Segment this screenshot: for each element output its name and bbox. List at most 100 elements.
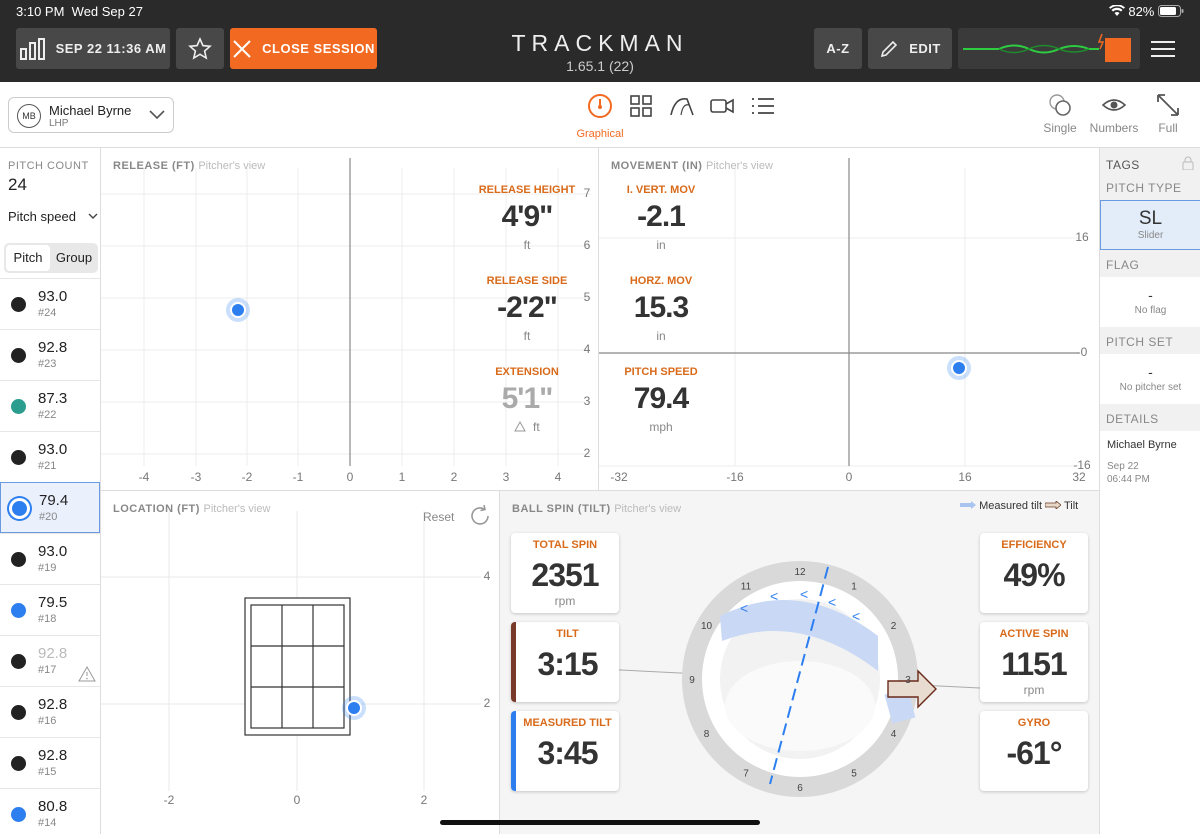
measured-tilt-arrow-icon <box>960 501 976 509</box>
pitch-list-item[interactable]: 80.8 #14 <box>0 788 100 839</box>
movement-x-tick: 32 <box>1072 470 1086 484</box>
vertical-movement-label: I. VERT. MOV <box>626 184 696 196</box>
release-y-tick: 6 <box>583 238 591 252</box>
pitch-speed: 80.8 <box>38 798 68 815</box>
release-x-tick: 2 <box>450 470 458 484</box>
chevron-down-icon <box>149 110 165 120</box>
svg-text:<: < <box>828 594 836 610</box>
close-session-button[interactable]: CLOSE SESSION <box>230 28 377 69</box>
legend-tilt: Tilt <box>1063 500 1079 512</box>
pitch-count-value: 24 <box>8 175 27 194</box>
hamburger-menu-icon <box>1151 40 1175 57</box>
pitch-number: #23 <box>38 358 57 370</box>
pitch-type-name: Slider <box>1137 230 1164 241</box>
efficiency-value: 49% <box>1003 557 1065 593</box>
clock-number: 3 <box>905 675 911 686</box>
numbers-view-toggle[interactable]: Numbers <box>1089 92 1139 135</box>
full-view-toggle[interactable]: Full <box>1143 92 1193 135</box>
session-label: SEP 22 11:36 AM <box>55 41 167 56</box>
player-hand: LHP <box>49 118 69 129</box>
session-button[interactable]: SEP 22 11:36 AM <box>16 28 170 69</box>
movement-y-tick: 16 <box>1075 230 1089 244</box>
release-x-tick: -3 <box>190 470 202 484</box>
az-button[interactable]: A-Z <box>814 28 862 69</box>
pitch-speed-metric: PITCH SPEED 79.4 mph <box>611 366 711 434</box>
radar-status-button[interactable] <box>958 28 1140 69</box>
expand-icon <box>1157 94 1179 116</box>
release-x-tick: 1 <box>398 470 406 484</box>
sort-dropdown[interactable]: Pitch speed <box>8 209 98 224</box>
active-spin-unit: rpm <box>1023 683 1045 697</box>
pitch-type-dot <box>11 654 26 669</box>
pitch-list-item[interactable]: 92.8 #16 <box>0 686 100 737</box>
active-spin-value: 1151 <box>1001 646 1067 682</box>
pitch-speed: 79.4 <box>39 492 69 509</box>
clock-number: 11 <box>741 582 752 593</box>
pitch-type-dot <box>11 756 26 771</box>
pitch-speed: 93.0 <box>38 543 68 560</box>
segment-group[interactable]: Group <box>55 250 93 265</box>
release-x-tick: 4 <box>554 470 562 484</box>
pitch-list-item[interactable]: 79.4 #20 <box>0 482 100 533</box>
efficiency-label: EFFICIENCY <box>1001 539 1067 551</box>
measured-tilt-value: 3:45 <box>537 735 598 771</box>
pitch-speed-label: PITCH SPEED <box>624 366 698 378</box>
pitch-set-label: PITCH SET <box>1106 335 1174 349</box>
eye-icon <box>1101 99 1127 111</box>
pitch-list-item[interactable]: 87.3 #22 <box>0 380 100 431</box>
tab-list[interactable] <box>746 94 780 118</box>
extension-label: EXTENSION <box>495 366 559 378</box>
movement-x-tick: -32 <box>610 470 628 484</box>
release-plot <box>101 158 591 466</box>
pitch-list-item[interactable]: 92.8 #15 <box>0 737 100 788</box>
single-ball-icon <box>1049 94 1071 116</box>
player-selector[interactable]: MB Michael Byrne LHP <box>8 97 174 133</box>
location-subtitle: Pitcher's view <box>203 503 271 515</box>
vertical-movement-value: -2.1 <box>637 200 686 233</box>
tab-tiles[interactable] <box>624 94 658 118</box>
pitch-speed: 92.8 <box>38 339 68 356</box>
pitch-list-item[interactable]: 93.0 #19 <box>0 533 100 584</box>
flag-selector[interactable]: - No flag <box>1100 277 1200 327</box>
pitch-speed: 92.8 <box>38 645 68 662</box>
pencil-icon <box>881 40 898 57</box>
menu-button[interactable] <box>1140 28 1186 69</box>
numbers-label: Numbers <box>1089 121 1139 135</box>
details-box: Michael Byrne Sep 22 06:44 PM <box>1100 431 1200 834</box>
pitch-list-item[interactable]: 92.8 #23 <box>0 329 100 380</box>
pitch-set-selector[interactable]: - No pitcher set <box>1100 354 1200 404</box>
svg-text:<: < <box>800 586 808 602</box>
release-title: RELEASE (FT) Pitcher's view <box>113 160 266 172</box>
pitch-list-item[interactable]: 93.0 #21 <box>0 431 100 482</box>
single-view-toggle[interactable]: Single <box>1035 92 1085 135</box>
pitch-number: #18 <box>38 613 57 625</box>
pitch-list-item[interactable]: 79.5 #18 <box>0 584 100 635</box>
favorite-button[interactable] <box>176 28 224 69</box>
pitch-type-selector[interactable]: SL Slider <box>1100 200 1200 250</box>
strike-zone <box>244 597 351 736</box>
status-bar: 3:10 PM Wed Sep 27 82% <box>0 0 1200 24</box>
pitch-list-item[interactable]: 92.8 #17 <box>0 635 100 686</box>
flag-label: FLAG <box>1106 258 1140 272</box>
horizontal-movement-unit: in <box>656 329 666 343</box>
pitch-number: #22 <box>38 409 57 421</box>
location-reset-button[interactable]: Reset <box>423 504 492 528</box>
segment-pitch[interactable]: Pitch <box>6 245 50 271</box>
release-x-tick: -2 <box>241 470 253 484</box>
horizontal-movement-value: 15.3 <box>633 291 689 324</box>
player-avatar: MB <box>17 104 41 128</box>
release-panel: RELEASE (FT) Pitcher's view -4 -3 -2 -1 0 1 2 3… <box>101 148 599 491</box>
pitch-speed: 79.5 <box>38 594 68 611</box>
edit-button[interactable]: EDIT <box>868 28 952 69</box>
location-y-tick: 4 <box>483 569 491 583</box>
pitch-list-item[interactable]: 93.0 #24 <box>0 278 100 329</box>
spin-legend: Measured tilt Tilt <box>960 500 1078 512</box>
tab-graphical[interactable] <box>583 94 617 118</box>
lock-icon <box>1182 156 1194 170</box>
tab-video[interactable] <box>705 94 739 118</box>
tab-trajectory[interactable] <box>665 94 699 118</box>
single-label: Single <box>1043 121 1077 135</box>
player-name: Michael Byrne <box>49 103 132 118</box>
pitch-speed: 87.3 <box>38 390 68 407</box>
tags-sidebar: TAGS PITCH TYPE SL Slider FLAG - No flag… <box>1099 148 1200 834</box>
